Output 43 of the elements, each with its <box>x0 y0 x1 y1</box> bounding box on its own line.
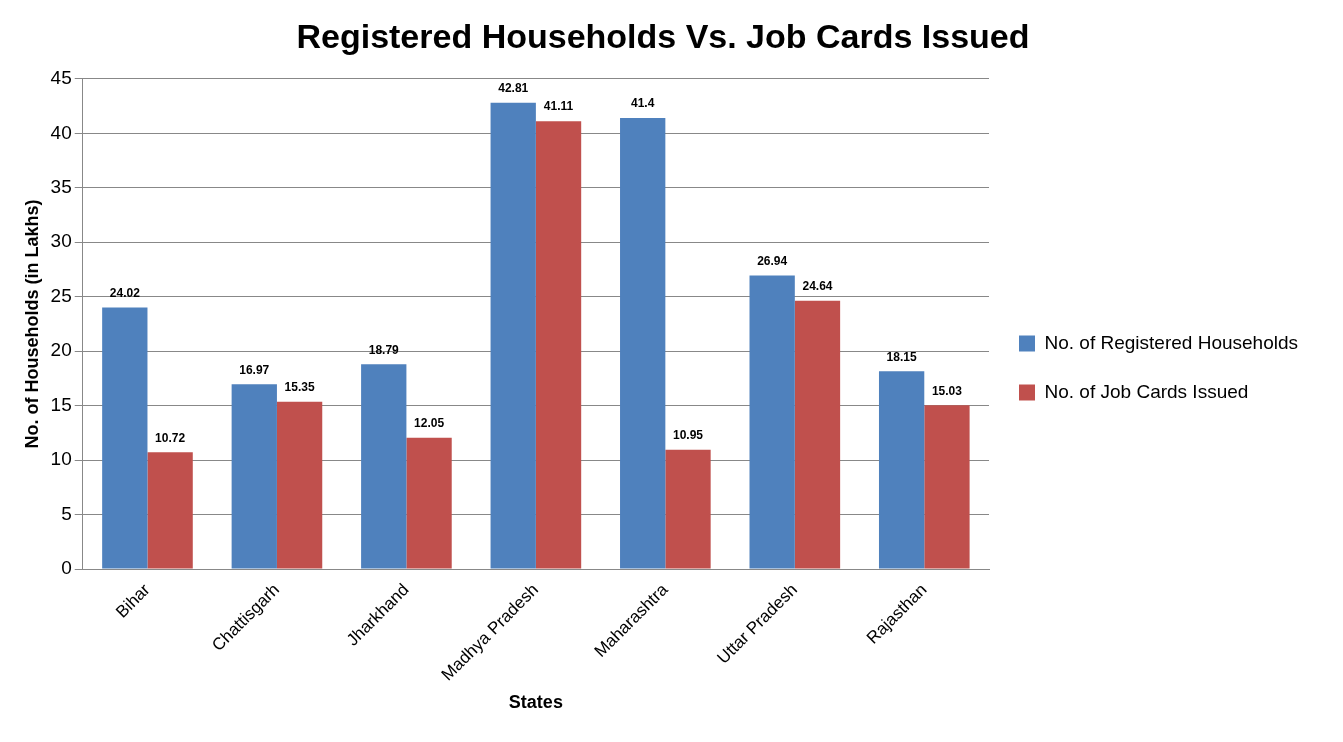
legend-label: No. of Job Cards Issued <box>1044 380 1249 402</box>
data-label: 26.94 <box>757 253 788 268</box>
data-label: 18.79 <box>368 342 400 357</box>
bar <box>749 275 795 569</box>
bar <box>406 437 452 569</box>
y-tick-label: 25 <box>50 284 72 306</box>
bar <box>490 102 536 569</box>
y-tick-label: 35 <box>50 175 72 197</box>
x-axis-title: States <box>508 692 563 713</box>
bar <box>620 118 666 569</box>
y-tick-label: 45 <box>50 67 72 89</box>
data-label: 18.15 <box>886 349 917 364</box>
data-label: 42.81 <box>498 80 529 95</box>
bar <box>102 307 148 569</box>
y-tick-label: 5 <box>61 502 72 524</box>
data-label: 15.35 <box>284 380 315 395</box>
bar <box>231 384 277 569</box>
y-tick-label: 0 <box>61 557 72 579</box>
legend-label: No. of Registered Households <box>1044 331 1299 353</box>
data-label: 10.72 <box>155 430 186 445</box>
bar <box>878 371 925 569</box>
data-label: 24.02 <box>109 285 141 300</box>
bar <box>361 364 407 569</box>
y-tick-label: 10 <box>50 448 72 470</box>
bar <box>794 300 841 569</box>
y-tick-label: 20 <box>50 339 72 361</box>
bar <box>147 452 193 569</box>
data-label: 10.95 <box>672 428 704 443</box>
data-label: 41.11 <box>543 99 574 114</box>
data-label: 16.97 <box>239 362 270 377</box>
data-label: 12.05 <box>414 416 445 431</box>
y-tick-label: 15 <box>50 393 72 415</box>
chart-title: Registered Households Vs. Job Cards Issued <box>296 16 1030 55</box>
bar <box>665 449 711 569</box>
bar <box>276 401 323 569</box>
data-label: 41.4 <box>631 96 655 111</box>
y-axis-title: No. of Households (in Lakhs) <box>21 199 42 449</box>
data-label: 15.03 <box>931 383 963 398</box>
y-tick-label: 40 <box>50 121 72 143</box>
bar <box>924 405 970 569</box>
data-label: 24.64 <box>802 278 833 293</box>
bar <box>535 121 582 569</box>
y-tick-label: 30 <box>50 230 72 252</box>
